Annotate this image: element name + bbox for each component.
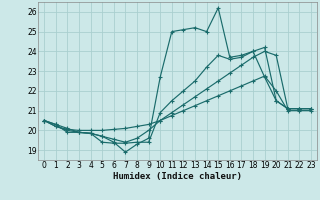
X-axis label: Humidex (Indice chaleur): Humidex (Indice chaleur)	[113, 172, 242, 181]
